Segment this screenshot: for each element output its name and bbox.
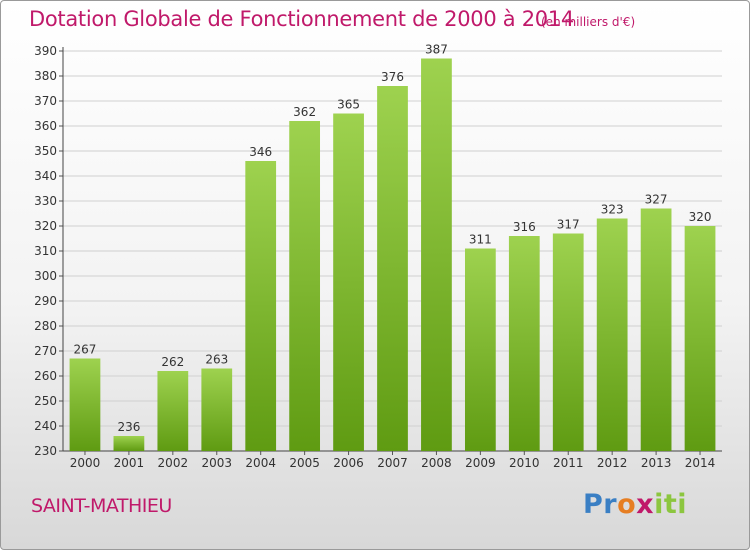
- bar-value-label: 323: [601, 203, 624, 217]
- bar-value-label: 365: [337, 98, 360, 112]
- x-tick-label: 2001: [114, 456, 145, 470]
- bars: [69, 58, 716, 451]
- bar-value-label: 362: [293, 105, 316, 119]
- bar: [464, 248, 496, 451]
- bar: [157, 371, 189, 451]
- bar: [421, 58, 452, 451]
- y-tick-label: 280: [34, 319, 57, 333]
- bar-value-label: 267: [74, 343, 97, 357]
- x-tick-label: 2002: [158, 456, 189, 470]
- y-tick-label: 370: [34, 94, 57, 108]
- bar-value-label: 320: [689, 210, 712, 224]
- x-tick-label: 2013: [641, 456, 672, 470]
- logo-part: Pr: [583, 489, 618, 520]
- x-tick-label: 2009: [465, 456, 496, 470]
- proxiti-logo[interactable]: Proxiti: [583, 489, 687, 520]
- bar: [377, 86, 408, 451]
- x-tick-label: 2003: [201, 456, 232, 470]
- bar-value-label: 316: [513, 220, 536, 234]
- bar-value-label: 263: [205, 353, 228, 367]
- bar: [596, 218, 628, 451]
- bar-value-label: 376: [381, 70, 404, 84]
- x-tick-label: 2007: [377, 456, 408, 470]
- bar-value-label: 346: [249, 145, 272, 159]
- y-tick-label: 300: [34, 269, 57, 283]
- y-tick-label: 230: [34, 444, 57, 458]
- bar: [684, 226, 716, 451]
- bar-value-label: 327: [645, 193, 668, 207]
- x-tick-label: 2006: [333, 456, 364, 470]
- y-tick-label: 330: [34, 194, 57, 208]
- bar: [69, 358, 101, 451]
- x-tick-label: 2011: [553, 456, 584, 470]
- bar: [333, 113, 364, 451]
- commune-name: SAINT-MATHIEU: [31, 495, 172, 517]
- y-tick-label: 320: [34, 219, 57, 233]
- bar: [289, 121, 321, 451]
- x-tick-label: 2008: [421, 456, 452, 470]
- logo-part: o: [617, 489, 637, 520]
- x-tick-label: 2010: [509, 456, 540, 470]
- logo-part: x: [636, 489, 655, 520]
- y-tick-label: 270: [34, 344, 57, 358]
- bar: [201, 368, 233, 451]
- x-tick-label: 2012: [597, 456, 628, 470]
- x-tick-label: 2004: [245, 456, 276, 470]
- data-labels: 267 236 262 263 346 362 365 376 387 311 316 317 323 3…: [74, 43, 712, 435]
- y-tick-label: 380: [34, 69, 57, 83]
- y-tick-label: 310: [34, 244, 57, 258]
- x-tick-label: 2005: [289, 456, 320, 470]
- bar-value-label: 317: [557, 218, 580, 232]
- bar-value-label: 311: [469, 233, 492, 247]
- y-tick-label: 260: [34, 369, 57, 383]
- logo-part: iti: [654, 489, 688, 520]
- y-tick-label: 340: [34, 169, 57, 183]
- x-tick-label: 2014: [685, 456, 716, 470]
- bar-value-label: 236: [117, 420, 140, 434]
- bar-value-label: 262: [161, 355, 184, 369]
- y-tick-label: 390: [34, 44, 57, 58]
- y-tick-label: 350: [34, 144, 57, 158]
- bar: [640, 208, 672, 451]
- chart-subtitle: (en milliers d'€): [541, 15, 636, 29]
- y-tick-label: 240: [34, 419, 57, 433]
- y-tick-label: 290: [34, 294, 57, 308]
- chart-title: Dotation Globale de Fonctionnement de 20…: [29, 7, 574, 31]
- bar: [508, 236, 540, 451]
- bar: [113, 436, 145, 451]
- bar: [245, 161, 277, 451]
- x-tick-label: 2000: [70, 456, 101, 470]
- y-tick-label: 250: [34, 394, 57, 408]
- bar: [552, 233, 584, 451]
- bar-value-label: 387: [425, 43, 448, 57]
- y-tick-label: 360: [34, 119, 57, 133]
